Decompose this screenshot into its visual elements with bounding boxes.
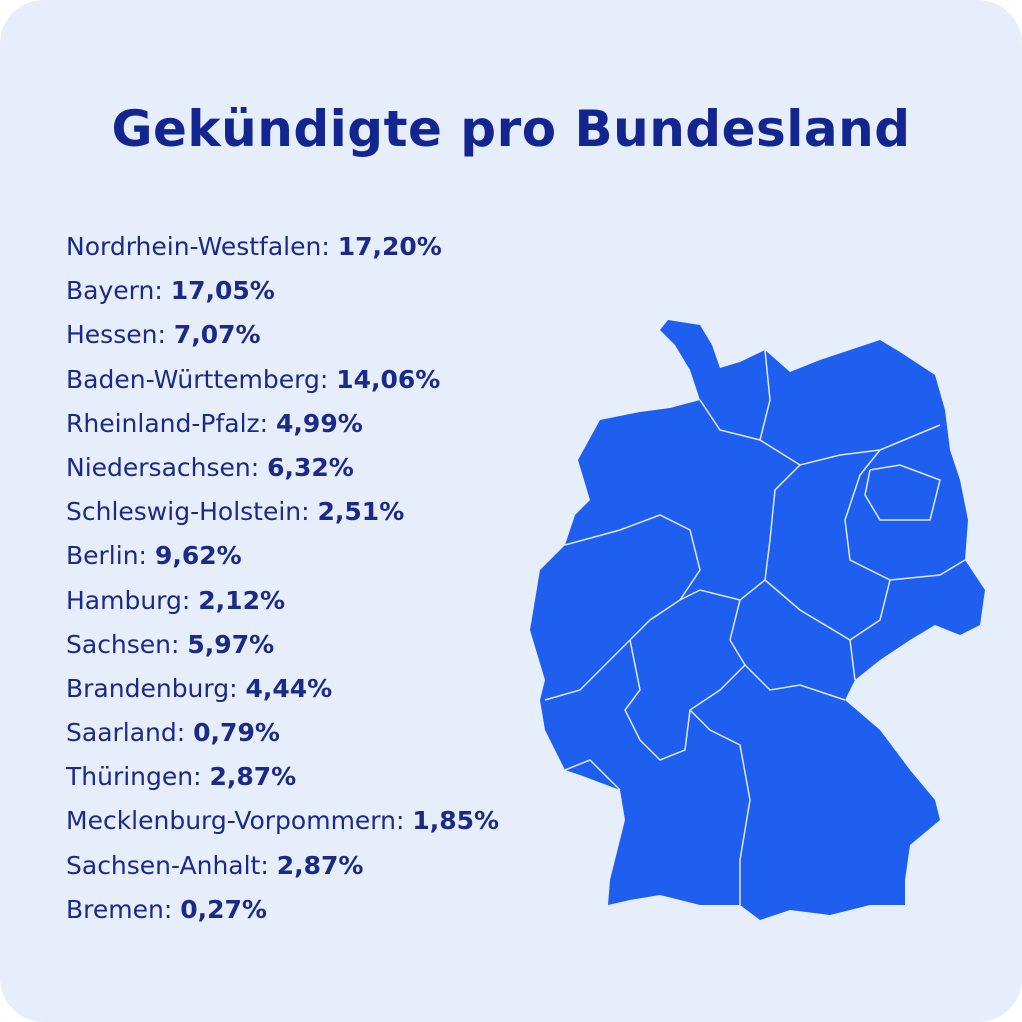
state-value: 4,44% bbox=[245, 673, 333, 703]
state-value: 2,12% bbox=[198, 585, 286, 615]
state-list: Nordrhein-Westfalen: 17,20% Bayern: 17,05… bbox=[66, 228, 499, 935]
state-item: Thüringen: 2,87% bbox=[66, 758, 499, 802]
state-name: Bayern: bbox=[66, 276, 163, 306]
state-name: Niedersachsen: bbox=[66, 452, 260, 482]
state-name: Sachsen: bbox=[66, 629, 180, 659]
state-value: 9,62% bbox=[154, 541, 242, 571]
state-item: Nordrhein-Westfalen: 17,20% bbox=[66, 228, 499, 272]
state-value: 14,06% bbox=[336, 364, 441, 394]
state-name: Saarland: bbox=[66, 718, 186, 748]
state-name: Thüringen: bbox=[66, 762, 202, 792]
state-item: Saarland: 0,79% bbox=[66, 714, 499, 758]
map-shape bbox=[530, 320, 985, 920]
state-item: Mecklenburg-Vorpommern: 1,85% bbox=[66, 802, 499, 846]
state-item: Bremen: 0,27% bbox=[66, 891, 499, 935]
state-name: Brandenburg: bbox=[66, 673, 238, 703]
state-item: Niedersachsen: 6,32% bbox=[66, 449, 499, 493]
state-value: 2,51% bbox=[317, 497, 405, 527]
state-name: Hamburg: bbox=[66, 585, 191, 615]
state-value: 4,99% bbox=[276, 408, 363, 438]
title: Gekündigte pro Bundesland bbox=[111, 100, 911, 158]
state-value: 1,85% bbox=[412, 806, 500, 836]
state-item: Schleswig-Holstein: 2,51% bbox=[66, 493, 499, 537]
state-value: 2,87% bbox=[209, 762, 297, 792]
state-item: Sachsen-Anhalt: 2,87% bbox=[66, 847, 499, 891]
state-item: Rheinland-Pfalz: 4,99% bbox=[66, 405, 499, 449]
state-value: 0,79% bbox=[193, 718, 280, 748]
state-name: Sachsen-Anhalt: bbox=[66, 850, 269, 880]
state-item: Baden-Württemberg: 14,06% bbox=[66, 361, 499, 405]
state-name: Mecklenburg-Vorpommern: bbox=[66, 806, 405, 836]
state-value: 0,27% bbox=[180, 894, 267, 924]
state-value: 2,87% bbox=[276, 850, 364, 880]
state-value: 17,05% bbox=[170, 276, 275, 306]
state-item: Berlin: 9,62% bbox=[66, 537, 499, 581]
state-borders bbox=[544, 349, 966, 905]
state-value: 6,32% bbox=[267, 452, 354, 482]
state-value: 17,20% bbox=[337, 232, 442, 261]
state-name: Nordrhein-Westfalen: bbox=[66, 232, 330, 261]
state-item: Brandenburg: 4,44% bbox=[66, 670, 499, 714]
state-name: Baden-Württemberg: bbox=[66, 364, 329, 394]
state-item: Sachsen: 5,97% bbox=[66, 626, 499, 670]
state-name: Schleswig-Holstein: bbox=[66, 497, 310, 527]
state-item: Bayern: 17,05% bbox=[66, 272, 499, 316]
state-name: Hessen: bbox=[66, 320, 166, 350]
state-name: Berlin: bbox=[66, 541, 147, 571]
state-name: Bremen: bbox=[66, 894, 173, 924]
state-name: Rheinland-Pfalz: bbox=[66, 408, 269, 438]
state-item: Hamburg: 2,12% bbox=[66, 582, 499, 626]
state-value: 7,07% bbox=[173, 320, 261, 350]
state-value: 5,97% bbox=[187, 629, 275, 659]
state-item: Hessen: 7,07% bbox=[66, 316, 499, 360]
